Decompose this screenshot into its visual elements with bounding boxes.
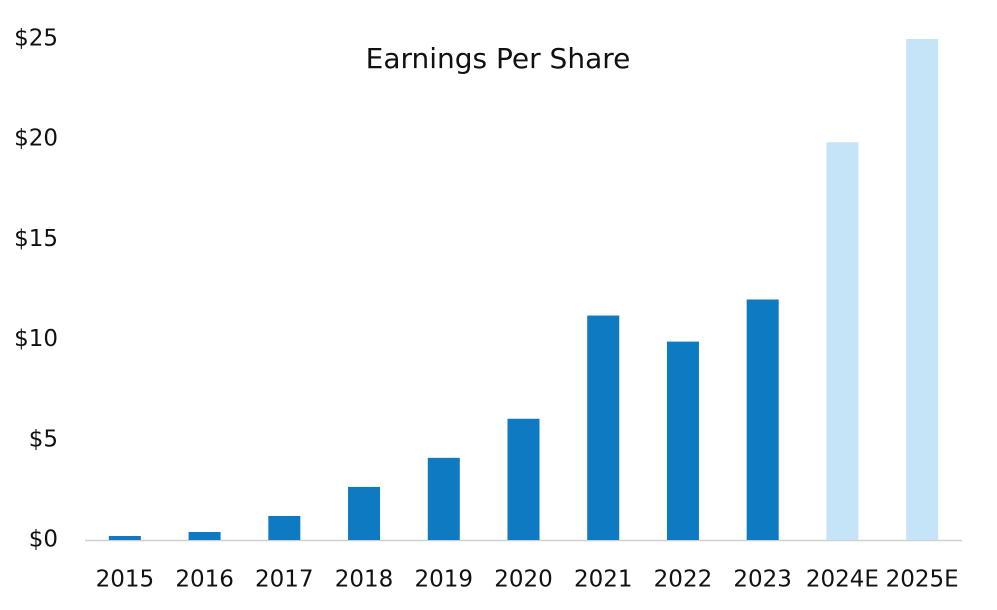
y-tick-label: $25 [14, 26, 58, 52]
x-tick-label: 2025E [886, 567, 959, 593]
x-tick-label: 2019 [414, 567, 473, 593]
x-tick-label: 2017 [255, 567, 314, 593]
bar [906, 39, 939, 540]
bar [507, 418, 540, 540]
chart-title: Earnings Per Share [366, 42, 631, 75]
y-tick-label: $0 [29, 527, 58, 553]
bar [587, 315, 620, 540]
bar [188, 531, 221, 540]
bar [268, 515, 301, 540]
x-tick-label: 2023 [733, 567, 792, 593]
x-tick-label: 2024E [806, 567, 879, 593]
x-tick-label: 2018 [335, 567, 394, 593]
x-tick-label: 2021 [574, 567, 633, 593]
y-tick-label: $5 [29, 426, 58, 452]
x-tick-label: 2022 [654, 567, 713, 593]
y-tick-label: $15 [14, 226, 58, 252]
y-tick-label: $20 [14, 126, 58, 152]
bar [108, 535, 141, 540]
bar [427, 457, 460, 540]
y-tick-label: $10 [14, 326, 58, 352]
bar [666, 341, 699, 540]
x-tick-label: 2020 [494, 567, 553, 593]
bar [746, 299, 779, 540]
x-tick-label: 2015 [96, 567, 155, 593]
bar [826, 142, 859, 540]
x-tick-label: 2016 [175, 567, 234, 593]
bar [348, 486, 381, 540]
